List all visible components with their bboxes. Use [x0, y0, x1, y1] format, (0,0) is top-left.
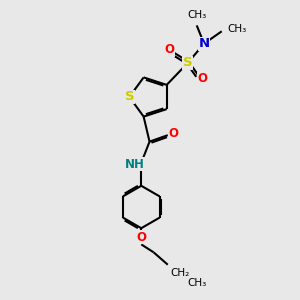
Text: O: O — [164, 43, 174, 56]
Text: CH₃: CH₃ — [187, 278, 206, 288]
Text: S: S — [183, 56, 193, 69]
Text: NH: NH — [125, 158, 145, 171]
Text: N: N — [199, 37, 210, 50]
Text: O: O — [169, 127, 179, 140]
Text: CH₃: CH₃ — [227, 24, 246, 34]
Text: S: S — [124, 91, 134, 103]
Text: O: O — [198, 73, 208, 85]
Text: CH₃: CH₃ — [187, 10, 206, 20]
Text: CH₂: CH₂ — [171, 268, 190, 278]
Text: O: O — [136, 230, 146, 244]
